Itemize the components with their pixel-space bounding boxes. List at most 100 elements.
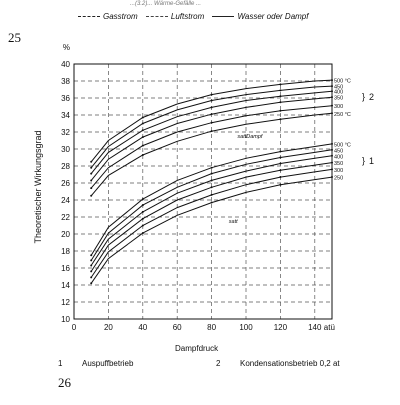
legend-swatch-gas <box>78 16 100 18</box>
series-point <box>210 130 213 133</box>
y-tick-label: 16 <box>61 264 70 273</box>
series-point <box>331 112 333 115</box>
series-point <box>90 254 93 257</box>
y-tick-label: 14 <box>61 281 70 290</box>
series-label: 350 <box>334 161 343 167</box>
series-point <box>210 93 213 96</box>
series-point <box>210 201 213 204</box>
series-point <box>141 116 144 119</box>
series-point <box>141 224 144 227</box>
series-label: 500 °C <box>334 79 351 85</box>
series-label: 500 °C <box>334 142 351 148</box>
series-label: 450 <box>334 148 343 154</box>
series-point <box>331 161 333 164</box>
x-tick-label: 60 <box>173 323 182 332</box>
series-point <box>90 264 93 267</box>
page-number-top: 25 <box>8 30 21 45</box>
series-point <box>279 101 282 104</box>
series-point <box>141 153 144 156</box>
legend-label-luft: Luftstrom <box>170 12 205 21</box>
x-axis-label: Dampfdruck <box>175 344 219 353</box>
x-tick-label: 100 <box>239 323 253 332</box>
footnote-text-1: Auspuffbetrieb <box>82 359 134 368</box>
series-point <box>331 148 333 151</box>
series-point <box>279 169 282 172</box>
x-tick-label: 20 <box>104 323 113 332</box>
series-point <box>90 166 93 169</box>
series-label: 250 °C <box>334 112 351 118</box>
chart-axes <box>73 63 333 320</box>
y-tick-label: 22 <box>61 213 70 222</box>
series-point <box>90 276 93 279</box>
group-label: 1 <box>369 156 374 166</box>
y-tick-label: 26 <box>61 179 70 188</box>
y-tick-label: 34 <box>61 111 70 120</box>
y-tick-label: 30 <box>61 145 70 154</box>
chart-series-lines <box>90 79 333 285</box>
y-tick-label: 20 <box>61 230 70 239</box>
x-tick-label: 140 <box>308 323 322 332</box>
series-point <box>331 176 333 179</box>
y-tick-label: 40 <box>61 60 70 69</box>
x-tick-label: 0 <box>72 323 77 332</box>
chart-ticks: 10 12 14 16 18 20 22 24 26 28 30 32 34 36 38 40% 0 20 40 60… <box>61 43 335 332</box>
curve-annotation: sattDampf <box>237 134 263 140</box>
series-point <box>141 204 144 207</box>
legend-faint-line: ...(3.2)... Wärme-Gefälle ... <box>130 1 202 7</box>
series-label: 300 <box>334 168 343 174</box>
series-point <box>90 172 93 175</box>
series-point <box>210 166 213 169</box>
y-tick-label: 18 <box>61 247 70 256</box>
series-point <box>279 118 282 121</box>
series-point <box>210 172 213 175</box>
series-label: 450 <box>334 85 343 91</box>
series-point <box>279 156 282 159</box>
series-label: 350 <box>334 96 343 102</box>
series-label: 300 <box>334 104 343 110</box>
series-label: 400 <box>334 154 343 160</box>
series-point <box>210 113 213 116</box>
page-number-bottom: 26 <box>58 375 71 390</box>
legend-swatch-steam <box>212 16 235 18</box>
series-point <box>210 121 213 124</box>
legend-label-steam: Wasser oder Dampf <box>237 12 309 21</box>
series-point <box>90 187 93 190</box>
footnote-num-1: 1 <box>58 359 63 368</box>
series-point <box>141 198 144 201</box>
series-point <box>90 179 93 182</box>
x-tick-label: 80 <box>207 323 216 332</box>
series-point <box>141 129 144 132</box>
series-point <box>279 162 282 165</box>
series-point <box>141 210 144 213</box>
x-tick-label: 40 <box>138 323 147 332</box>
series-point <box>210 99 213 102</box>
series-point <box>331 96 333 99</box>
series-label: 400 <box>334 90 343 96</box>
y-unit-label: % <box>63 43 70 52</box>
curve-annotation: satt <box>229 219 238 225</box>
legend-label-gas: Gasstrom <box>103 12 138 21</box>
series-point <box>331 90 333 93</box>
series-point <box>90 270 93 273</box>
series-point <box>331 168 333 171</box>
y-tick-label: 38 <box>61 77 70 86</box>
series-point <box>210 193 213 196</box>
group-label: 2 <box>369 92 374 102</box>
plot-frame <box>73 63 333 320</box>
series-point <box>279 89 282 92</box>
x-unit-label: atü <box>324 323 335 332</box>
series-point <box>279 150 282 153</box>
series-point <box>279 95 282 98</box>
series-point <box>210 106 213 109</box>
y-tick-label: 10 <box>61 315 70 324</box>
series-point <box>90 259 93 262</box>
series-point <box>279 109 282 112</box>
series-point <box>331 79 333 82</box>
series-point <box>90 194 93 197</box>
series-point <box>90 160 93 163</box>
group-brace: } <box>362 155 365 165</box>
series-point <box>331 154 333 157</box>
series-point <box>210 179 213 182</box>
